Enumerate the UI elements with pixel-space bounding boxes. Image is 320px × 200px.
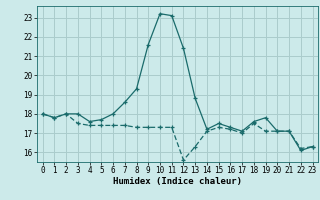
- X-axis label: Humidex (Indice chaleur): Humidex (Indice chaleur): [113, 177, 242, 186]
